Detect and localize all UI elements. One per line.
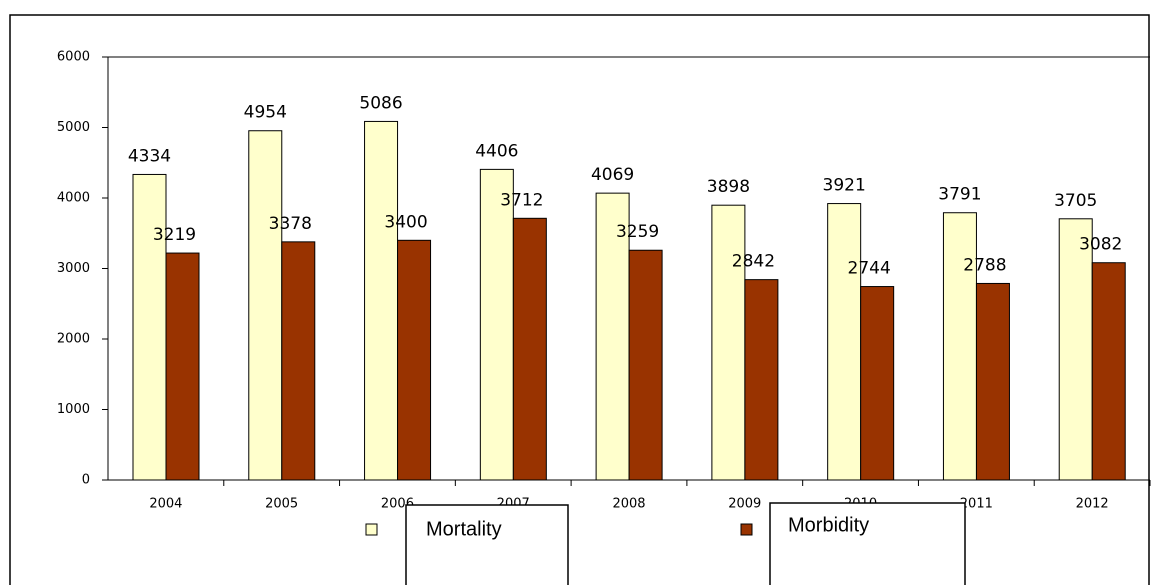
- y-tick-label: 4000: [57, 191, 90, 206]
- x-tick-label: 2009: [728, 497, 761, 512]
- bar: [512, 217, 547, 481]
- bar: [860, 286, 895, 481]
- bar: [711, 204, 746, 481]
- bar: [975, 282, 1010, 481]
- x-tick-label: 2008: [612, 497, 645, 512]
- y-tick-label: 5000: [57, 120, 90, 135]
- value-label: 4406: [475, 141, 518, 161]
- value-label: 4954: [244, 103, 287, 123]
- y-tick-label: 0: [82, 473, 90, 488]
- bar: [248, 130, 283, 481]
- value-label: 2744: [848, 259, 891, 279]
- value-label: 3705: [1054, 191, 1097, 211]
- y-tick-label: 3000: [57, 261, 90, 276]
- value-label: 2788: [963, 255, 1006, 275]
- chart-frame: [9, 14, 1150, 585]
- legend-box: [405, 504, 569, 585]
- bar: [628, 249, 663, 481]
- value-label: 3219: [153, 225, 196, 245]
- value-label: 5086: [359, 93, 402, 113]
- value-label: 3712: [500, 190, 543, 210]
- legend-label: Mortality: [426, 518, 502, 540]
- value-label: 3898: [707, 177, 750, 197]
- legend-swatch: [740, 523, 753, 536]
- value-label: 2842: [732, 252, 775, 272]
- bar: [132, 173, 167, 481]
- x-tick-label: 2005: [265, 497, 298, 512]
- value-label: 3082: [1079, 235, 1122, 255]
- bar: [942, 212, 977, 481]
- legend-label: Morbidity: [788, 514, 869, 536]
- y-tick-label: 1000: [57, 402, 90, 417]
- value-label: 3259: [616, 222, 659, 242]
- value-label: 3791: [938, 185, 981, 205]
- value-label: 3400: [384, 212, 427, 232]
- value-label: 4334: [128, 146, 171, 166]
- value-label: 4069: [591, 165, 634, 185]
- bar: [165, 252, 200, 481]
- value-label: 3378: [269, 214, 312, 234]
- bar: [364, 120, 399, 481]
- bar: [479, 168, 514, 481]
- bar: [827, 203, 862, 481]
- y-tick-label: 2000: [57, 332, 90, 347]
- bar: [1058, 218, 1093, 481]
- bar: [281, 241, 316, 481]
- value-label: 3921: [823, 176, 866, 196]
- x-tick-label: 2004: [149, 497, 182, 512]
- legend-box: [769, 502, 966, 585]
- x-tick-label: 2012: [1076, 497, 1109, 512]
- bar: [397, 239, 432, 481]
- x-tick-label: 2011: [960, 497, 993, 512]
- y-tick-label: 6000: [57, 50, 90, 65]
- legend-swatch: [365, 523, 378, 536]
- bar: [1091, 262, 1126, 481]
- bar: [744, 279, 779, 481]
